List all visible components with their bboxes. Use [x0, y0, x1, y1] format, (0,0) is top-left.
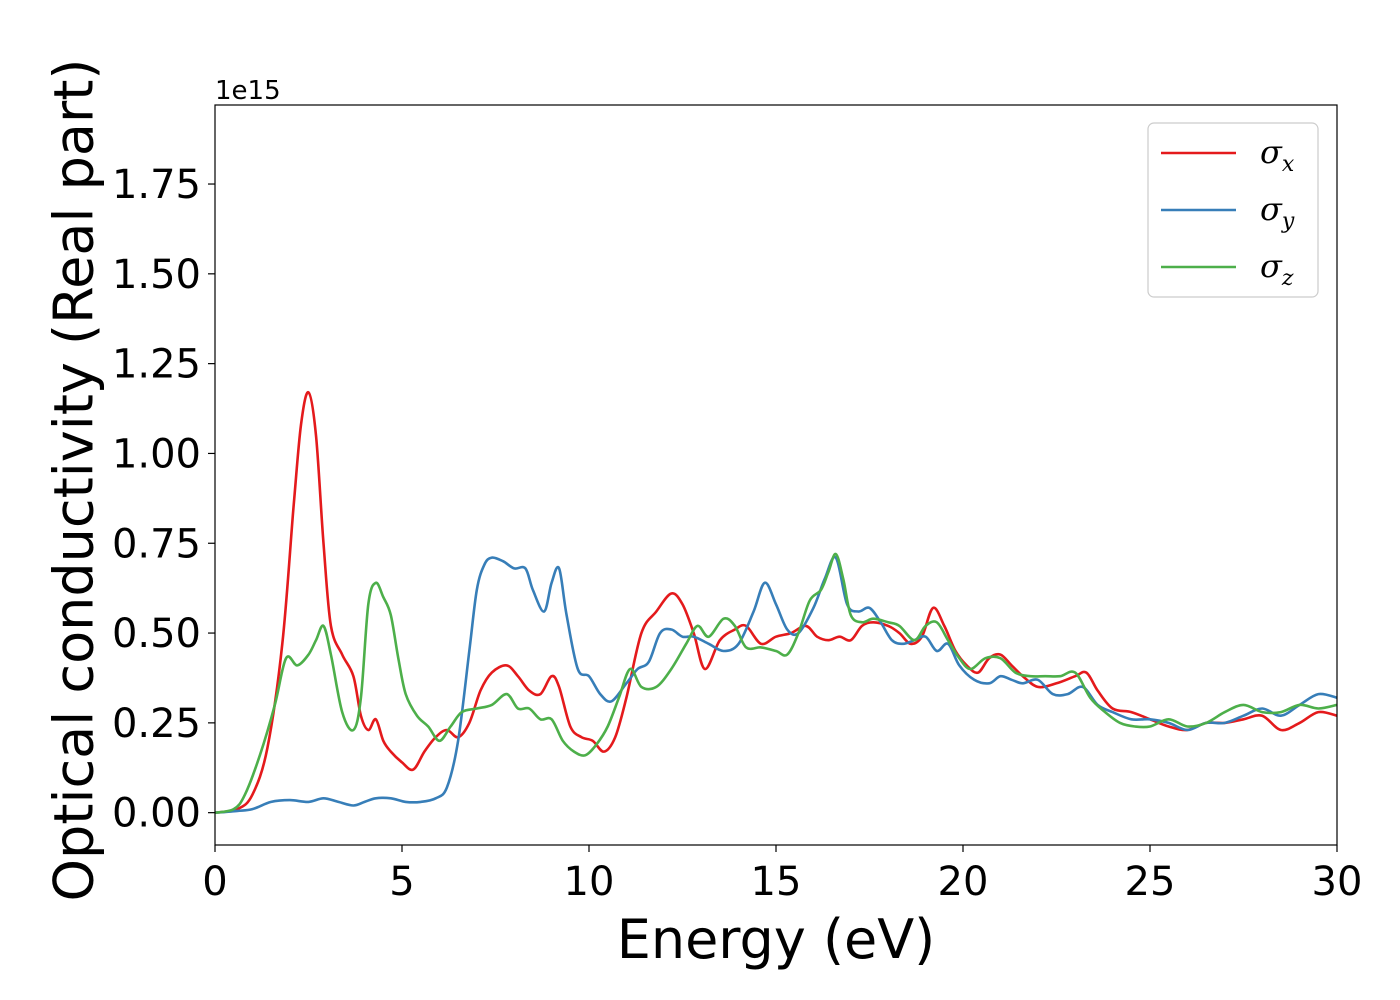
y-tick-label: 1.75: [112, 162, 201, 208]
y-tick-label: 0.50: [112, 611, 201, 657]
series-line-z: [215, 552, 1337, 814]
x-tick-label: 10: [564, 859, 615, 905]
y-tick-label: 1.00: [112, 431, 201, 477]
x-tick-label: 0: [202, 859, 227, 905]
x-tick-label: 5: [389, 859, 414, 905]
series-line-x: [215, 391, 1337, 814]
x-axis-label: Energy (eV): [617, 908, 936, 971]
y-tick-label: 1.25: [112, 342, 201, 388]
series-layer: [215, 391, 1337, 814]
y-tick-label: 0.25: [112, 701, 201, 747]
legend-label: σy: [1260, 190, 1295, 234]
y-axis-label: Optical conductivity (Real part): [43, 59, 106, 902]
legend-item-x: σx: [1161, 133, 1295, 177]
legend-label: σz: [1260, 247, 1294, 291]
y-tick-label: 0.00: [112, 791, 201, 837]
legend-label: σx: [1260, 133, 1295, 177]
y-tick-label: 1.50: [112, 252, 201, 298]
x-tick-label: 30: [1312, 859, 1363, 905]
x-tick-label: 25: [1125, 859, 1176, 905]
y-tick-label: 0.75: [112, 521, 201, 567]
x-axis-ticks: 0 5 10 15 20 25 30: [202, 845, 1362, 905]
y-axis-ticks: 0.00 0.25 0.50 0.75 1.00 1.25 1.50 1.75: [112, 162, 215, 837]
x-tick-label: 20: [938, 859, 989, 905]
legend-item-y: σy: [1161, 190, 1295, 234]
legend-item-z: σz: [1161, 247, 1294, 291]
x-tick-label: 15: [751, 859, 802, 905]
legend: σx σy σz: [1147, 122, 1319, 298]
y-offset-label: 1e15: [215, 76, 281, 106]
